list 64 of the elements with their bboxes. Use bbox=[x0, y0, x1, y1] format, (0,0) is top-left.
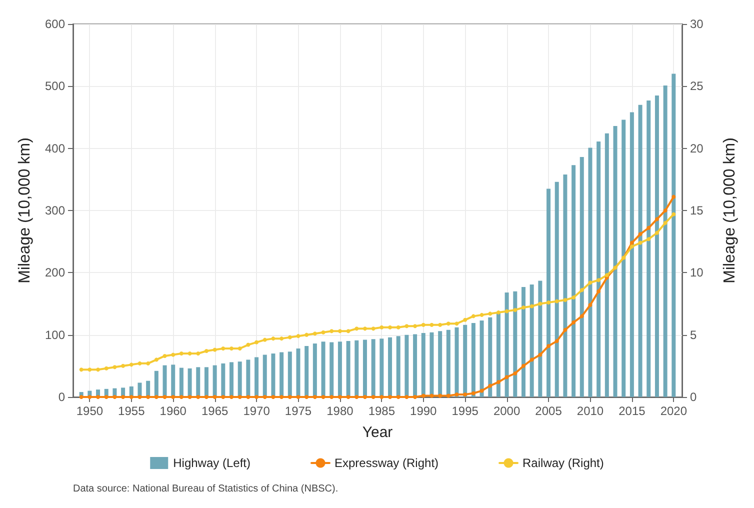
bar bbox=[672, 74, 676, 397]
y2-tick-label: 10 bbox=[690, 266, 704, 280]
x-tick-label: 1990 bbox=[410, 404, 438, 418]
bar bbox=[463, 324, 468, 397]
y-tick-label: 400 bbox=[44, 141, 66, 156]
x-axis-title: Year bbox=[362, 424, 393, 441]
y2-tick-label: 0 bbox=[690, 390, 697, 404]
bar bbox=[438, 331, 442, 397]
bar bbox=[530, 284, 534, 397]
y-tick-label: 300 bbox=[44, 204, 66, 218]
bar bbox=[604, 133, 609, 397]
bar bbox=[421, 332, 426, 397]
y2-axis-title: Mileage (10,000 km) bbox=[722, 138, 738, 284]
x-tick-label: 1955 bbox=[118, 404, 146, 418]
y-tick-label: 200 bbox=[44, 266, 66, 280]
legend-label: Railway (Right) bbox=[522, 456, 604, 470]
x-tick-label: 1960 bbox=[160, 404, 187, 418]
bar bbox=[596, 141, 601, 397]
x-tick-label: 1950 bbox=[76, 404, 104, 418]
x-tick-label: 1995 bbox=[452, 404, 479, 418]
x-tick-label: 1965 bbox=[201, 404, 228, 418]
y-tick-label: 0 bbox=[58, 390, 66, 404]
y-axis-title: Mileage (10,000 km) bbox=[16, 138, 34, 284]
bar bbox=[646, 100, 651, 397]
x-tick-label: 1970 bbox=[243, 404, 270, 418]
bar bbox=[471, 323, 476, 397]
bar bbox=[588, 148, 592, 397]
y2-tick-label: 30 bbox=[690, 17, 704, 31]
y2-tick-label: 5 bbox=[690, 328, 697, 342]
bar bbox=[613, 126, 618, 397]
x-tick-label: 1980 bbox=[326, 404, 354, 418]
legend-label: Expressway (Right) bbox=[334, 456, 439, 470]
bar bbox=[430, 332, 434, 397]
bar bbox=[663, 86, 668, 397]
x-tick-label: 2000 bbox=[493, 404, 520, 418]
bar bbox=[546, 188, 551, 397]
bar bbox=[480, 320, 484, 397]
bar bbox=[521, 286, 526, 397]
bar bbox=[538, 280, 542, 397]
x-tick-label: 1975 bbox=[284, 404, 312, 418]
y2-tick-label: 15 bbox=[690, 204, 704, 218]
x-tick-label: 2005 bbox=[535, 404, 562, 418]
y2-tick-label: 25 bbox=[690, 79, 704, 94]
bar bbox=[504, 292, 509, 397]
bar bbox=[446, 330, 450, 397]
bar bbox=[572, 165, 576, 397]
x-tick-label: 2010 bbox=[576, 404, 604, 418]
y2-tick-label: 20 bbox=[690, 141, 704, 156]
bar bbox=[654, 95, 659, 397]
bar bbox=[622, 120, 626, 397]
bar bbox=[513, 291, 518, 397]
bar bbox=[563, 174, 568, 397]
bar bbox=[630, 112, 634, 397]
x-tick-label: 2020 bbox=[660, 404, 688, 418]
bar bbox=[554, 182, 559, 397]
y-tick-label: 100 bbox=[44, 328, 66, 342]
legend-label: Highway (Left) bbox=[173, 456, 251, 470]
x-tick-label: 1985 bbox=[368, 404, 396, 418]
x-tick-label: 2015 bbox=[618, 404, 646, 418]
source-note: Data source: National Bureau of Statistics of China (NBSC). bbox=[73, 484, 338, 494]
y-tick-label: 600 bbox=[44, 17, 66, 31]
y-tick-label: 500 bbox=[44, 79, 66, 94]
bar bbox=[638, 104, 642, 397]
bar bbox=[580, 157, 584, 397]
